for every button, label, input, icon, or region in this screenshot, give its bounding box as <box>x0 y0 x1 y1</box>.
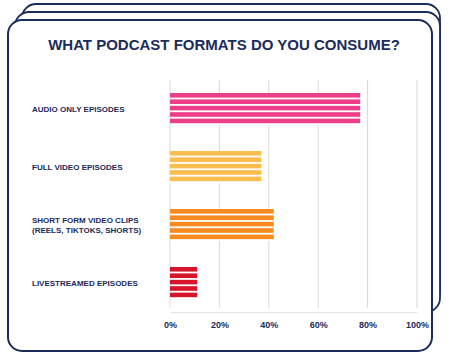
bars <box>170 93 360 299</box>
category-labels: AUDIO ONLY EPISODES FULL VIDEO EPISODES SH… <box>32 105 142 288</box>
category-label: AUDIO ONLY EPISODES <box>32 105 125 114</box>
bar <box>170 93 360 125</box>
bar <box>170 151 261 183</box>
x-axis: 0% 20% 40% 60% 80% 100% <box>164 312 429 330</box>
category-label: FULL VIDEO EPISODES <box>32 163 123 172</box>
tick-label: 60% <box>310 320 328 330</box>
tick: 100% <box>406 312 429 330</box>
grid-line <box>417 80 418 308</box>
tick-label: 80% <box>359 320 377 330</box>
tick-label: 20% <box>211 320 229 330</box>
tick: 60% <box>310 312 328 330</box>
card <box>8 20 432 351</box>
tick: 40% <box>260 312 278 330</box>
tick-label: 100% <box>406 320 429 330</box>
title: WHAT PODCAST FORMATS DO YOU CONSUME? <box>48 36 400 53</box>
chart: WHAT PODCAST FORMATS DO YOU CONSUME? AUDI… <box>0 0 454 361</box>
bar <box>170 267 197 299</box>
tick: 80% <box>359 312 377 330</box>
axis-line <box>171 312 418 313</box>
bar <box>170 209 274 241</box>
tick: 0% <box>164 312 177 330</box>
category-label: SHORT FORM VIDEO CLIPS(REELS, TIKTOKS, S… <box>32 216 142 235</box>
tick: 20% <box>211 312 229 330</box>
tick-label: 40% <box>260 320 278 330</box>
grid-line <box>367 80 368 308</box>
category-label: LIVESTREAMED EPISODES <box>32 279 138 288</box>
tick-label: 0% <box>164 320 177 330</box>
grid <box>170 80 417 308</box>
